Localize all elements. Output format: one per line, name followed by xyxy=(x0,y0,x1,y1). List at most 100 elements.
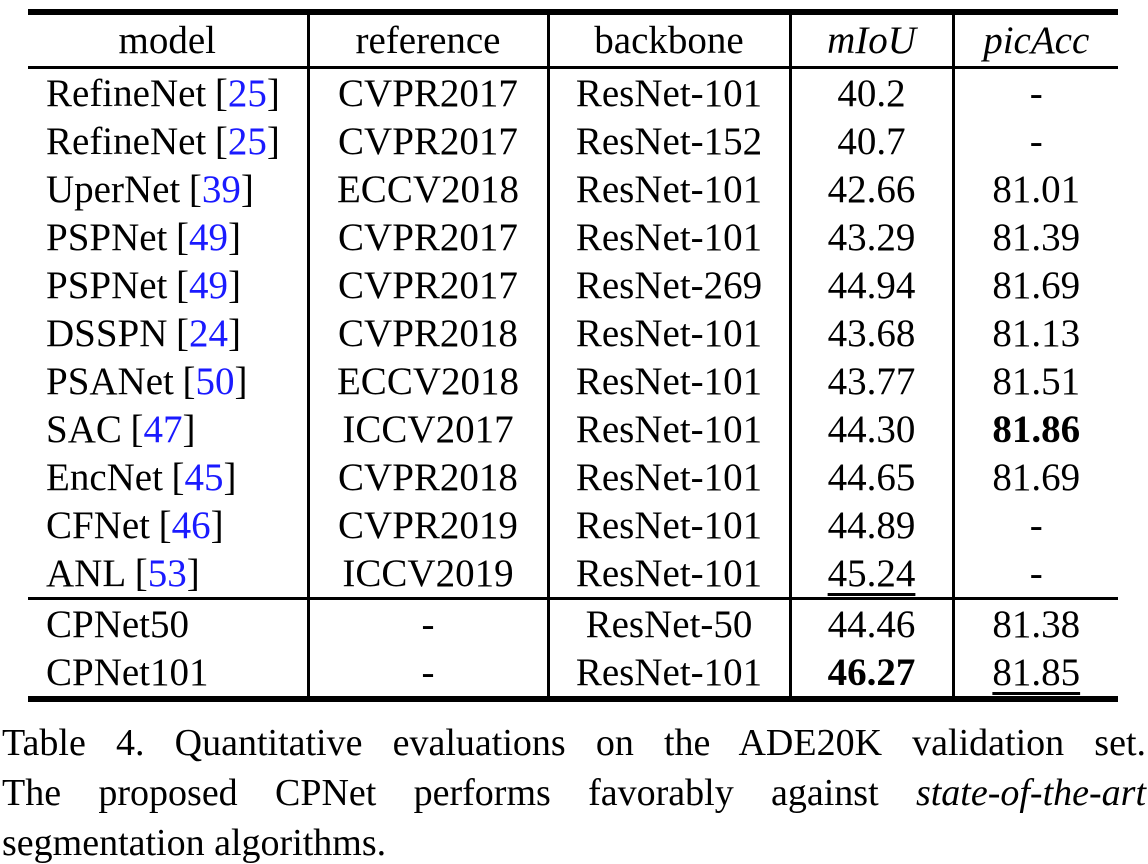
model-cell: RefineNet [25] xyxy=(28,68,308,118)
miou-cell: 40.2 xyxy=(788,67,953,117)
table-row: SAC [47] ICCV2017 ResNet-101 44.30 81.86 xyxy=(28,405,1118,453)
citation: [25] xyxy=(215,72,280,115)
model-name: PSPNet xyxy=(46,215,168,259)
citation-link[interactable]: 53 xyxy=(147,551,187,595)
citation-bracket-open: [ xyxy=(175,311,189,355)
caption-line-2-text: The proposed CPNet performs favorably ag… xyxy=(2,772,879,814)
citation-link[interactable]: 25 xyxy=(227,119,267,163)
underlined-value: 81.85 xyxy=(992,650,1081,694)
citation-bracket-open: [ xyxy=(134,551,148,595)
model-cell: ANL [53] xyxy=(28,549,308,599)
miou-cell: 46.27 xyxy=(788,648,953,699)
table-row: DSSPN [24] CVPR2018 ResNet-101 43.68 81.1… xyxy=(28,309,1118,357)
paper-table-figure: model reference backbone mIoU picAcc Ref… xyxy=(0,9,1148,864)
citation-bracket-close: ] xyxy=(210,503,224,547)
backbone-cell: ResNet-50 xyxy=(546,597,790,648)
proposed-methods-section: CPNet50 - ResNet-50 44.46 81.38 CPNet101… xyxy=(28,597,1118,699)
citation-bracket-open: [ xyxy=(214,71,228,115)
citation-bracket-open: [ xyxy=(175,263,189,307)
citation-link[interactable]: 25 xyxy=(227,71,267,115)
reference-cell: CVPR2017 xyxy=(306,67,548,117)
citation: [45] xyxy=(172,456,237,499)
model-name: ANL xyxy=(46,551,127,595)
col-header-miou: mIoU xyxy=(788,12,953,69)
citation-link[interactable]: 49 xyxy=(188,215,228,259)
picacc-cell: 81.85 xyxy=(951,648,1118,699)
picacc-cell: - xyxy=(951,501,1118,549)
model-cell: SAC [47] xyxy=(28,405,308,453)
citation-bracket-close: ] xyxy=(227,263,241,307)
miou-cell: 44.89 xyxy=(788,501,953,549)
caption-line-2: The proposed CPNet performs favorably ag… xyxy=(2,768,1146,818)
table-row: EncNet [45] CVPR2018 ResNet-101 44.65 81.… xyxy=(28,453,1118,501)
citation: [47] xyxy=(130,408,195,451)
col-header-reference: reference xyxy=(306,12,548,69)
reference-cell: ECCV2018 xyxy=(306,165,548,213)
picacc-cell: 81.38 xyxy=(951,597,1118,648)
table-caption: Table 4. Quantitative evaluations on the… xyxy=(2,718,1146,864)
citation-bracket-open: [ xyxy=(175,215,189,259)
table-row: PSPNet [49] CVPR2017 ResNet-269 44.94 81.… xyxy=(28,261,1118,309)
citation-link[interactable]: 46 xyxy=(171,503,211,547)
picacc-cell: 81.39 xyxy=(951,213,1118,261)
model-name: CPNet101 xyxy=(46,650,209,694)
citation: [49] xyxy=(176,264,241,307)
model-cell: CPNet101 xyxy=(28,648,308,699)
reference-cell: CVPR2019 xyxy=(306,501,548,549)
citation-bracket-close: ] xyxy=(266,119,280,163)
reference-cell: CVPR2017 xyxy=(306,213,548,261)
citation-link[interactable]: 45 xyxy=(184,455,224,499)
backbone-cell: ResNet-101 xyxy=(546,213,790,261)
table-row: CPNet50 - ResNet-50 44.46 81.38 xyxy=(28,597,1118,648)
model-name: UperNet xyxy=(46,167,181,211)
reference-cell: - xyxy=(306,648,548,699)
reference-cell: ECCV2018 xyxy=(306,357,548,405)
citation-link[interactable]: 39 xyxy=(201,167,241,211)
citation: [49] xyxy=(176,216,241,259)
model-name: CPNet50 xyxy=(46,602,190,646)
picacc-cell: 81.51 xyxy=(951,357,1118,405)
picacc-cell: 81.69 xyxy=(951,261,1118,309)
col-header-picacc: picAcc xyxy=(951,12,1118,69)
citation-bracket-close: ] xyxy=(182,407,196,451)
citation-bracket-close: ] xyxy=(186,551,200,595)
model-name: EncNet xyxy=(46,455,163,499)
table-row: RefineNet [25] CVPR2017 ResNet-101 40.2 - xyxy=(28,67,1118,118)
picacc-cell: - xyxy=(951,67,1118,117)
citation-link[interactable]: 24 xyxy=(188,311,228,355)
model-name: RefineNet xyxy=(46,71,207,115)
citation-link[interactable]: 49 xyxy=(188,263,228,307)
model-name: DSSPN xyxy=(46,311,168,355)
backbone-cell: ResNet-101 xyxy=(546,549,790,599)
citation: [46] xyxy=(159,504,224,547)
table-header: model reference backbone mIoU picAcc xyxy=(28,12,1118,69)
table-row: CPNet101 - ResNet-101 46.27 81.85 xyxy=(28,648,1118,699)
picacc-cell: 81.01 xyxy=(951,165,1118,213)
table-row: UperNet [39] ECCV2018 ResNet-101 42.66 81… xyxy=(28,165,1118,213)
citation-bracket-close: ] xyxy=(266,71,280,115)
model-cell: DSSPN [24] xyxy=(28,309,308,357)
citation-bracket-open: [ xyxy=(188,167,202,211)
backbone-cell: ResNet-101 xyxy=(546,357,790,405)
results-table: model reference backbone mIoU picAcc Ref… xyxy=(28,9,1118,702)
miou-cell: 43.77 xyxy=(788,357,953,405)
backbone-cell: ResNet-101 xyxy=(546,405,790,453)
backbone-cell: ResNet-101 xyxy=(546,67,790,117)
citation: [24] xyxy=(176,312,241,355)
backbone-cell: ResNet-101 xyxy=(546,309,790,357)
model-name: PSANet xyxy=(46,359,174,403)
citation-bracket-open: [ xyxy=(214,119,228,163)
table-row: RefineNet [25] CVPR2017 ResNet-152 40.7 - xyxy=(28,117,1118,165)
model-cell: EncNet [45] xyxy=(28,453,308,501)
citation-link[interactable]: 47 xyxy=(143,407,183,451)
miou-cell: 44.30 xyxy=(788,405,953,453)
caption-line-2-italic: state-of-the-art xyxy=(915,772,1146,814)
model-name: RefineNet xyxy=(46,119,207,163)
table-row: PSPNet [49] CVPR2017 ResNet-101 43.29 81.… xyxy=(28,213,1118,261)
citation-bracket-close: ] xyxy=(240,167,254,211)
citation-bracket-close: ] xyxy=(227,215,241,259)
citation-link[interactable]: 50 xyxy=(195,359,235,403)
table-row: CFNet [46] CVPR2019 ResNet-101 44.89 - xyxy=(28,501,1118,549)
miou-cell: 44.94 xyxy=(788,261,953,309)
col-header-model: model xyxy=(28,12,308,69)
